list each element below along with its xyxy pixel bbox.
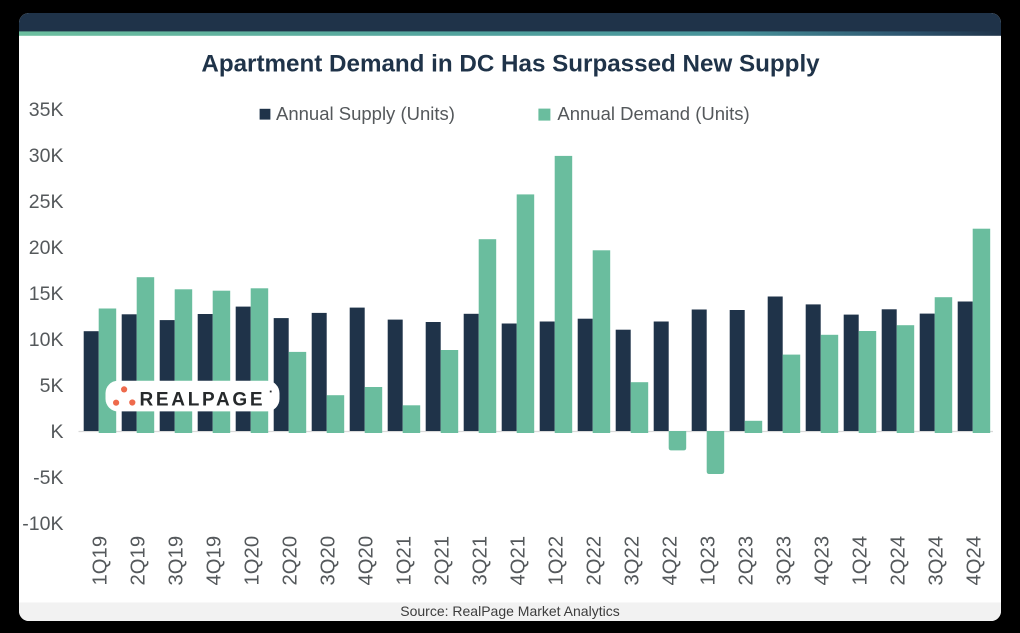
svg-text:4Q22: 4Q22 bbox=[660, 536, 682, 586]
svg-text:10K: 10K bbox=[29, 329, 64, 351]
svg-text:1Q24: 1Q24 bbox=[850, 536, 872, 586]
svg-text:-10K: -10K bbox=[22, 513, 63, 535]
svg-text:3Q22: 3Q22 bbox=[622, 536, 644, 586]
svg-text:4Q23: 4Q23 bbox=[812, 536, 834, 586]
svg-text:3Q21: 3Q21 bbox=[470, 536, 492, 586]
svg-text:2Q22: 2Q22 bbox=[584, 536, 606, 586]
svg-text:3Q23: 3Q23 bbox=[774, 536, 796, 586]
svg-text:35K: 35K bbox=[29, 99, 64, 121]
svg-text:3Q24: 3Q24 bbox=[926, 536, 948, 586]
svg-text:Source: RealPage Market Analyt: Source: RealPage Market Analytics bbox=[400, 603, 619, 619]
svg-text:4Q24: 4Q24 bbox=[964, 536, 986, 586]
svg-text:4Q21: 4Q21 bbox=[508, 536, 530, 586]
svg-text:15K: 15K bbox=[29, 283, 64, 305]
svg-text:1Q19: 1Q19 bbox=[90, 536, 112, 586]
svg-text:3Q19: 3Q19 bbox=[166, 536, 188, 586]
svg-text:K: K bbox=[50, 421, 63, 443]
svg-text:1Q21: 1Q21 bbox=[394, 536, 416, 586]
svg-text:REALPAGE: REALPAGE bbox=[140, 389, 266, 410]
svg-text:Annual Supply (Units): Annual Supply (Units) bbox=[276, 103, 455, 124]
svg-text:2Q21: 2Q21 bbox=[432, 536, 454, 586]
svg-text:4Q20: 4Q20 bbox=[356, 536, 378, 586]
svg-text:1Q22: 1Q22 bbox=[546, 536, 568, 586]
svg-text:30K: 30K bbox=[29, 145, 64, 167]
svg-text:1Q23: 1Q23 bbox=[698, 536, 720, 586]
svg-text:Apartment Demand in DC Has Sur: Apartment Demand in DC Has Surpassed New… bbox=[201, 50, 820, 77]
svg-text:5K: 5K bbox=[40, 375, 64, 397]
svg-text:1Q20: 1Q20 bbox=[242, 536, 264, 586]
svg-text:25K: 25K bbox=[29, 191, 64, 213]
svg-text:3Q20: 3Q20 bbox=[318, 536, 340, 586]
svg-text:Annual Demand (Units): Annual Demand (Units) bbox=[557, 103, 749, 124]
svg-text:20K: 20K bbox=[29, 237, 64, 259]
svg-text:2Q24: 2Q24 bbox=[888, 536, 910, 586]
svg-text:2Q19: 2Q19 bbox=[128, 536, 150, 586]
svg-text:4Q19: 4Q19 bbox=[204, 536, 226, 586]
svg-text:2Q20: 2Q20 bbox=[280, 536, 302, 586]
svg-text:-5K: -5K bbox=[33, 467, 63, 489]
svg-text:2Q23: 2Q23 bbox=[736, 536, 758, 586]
